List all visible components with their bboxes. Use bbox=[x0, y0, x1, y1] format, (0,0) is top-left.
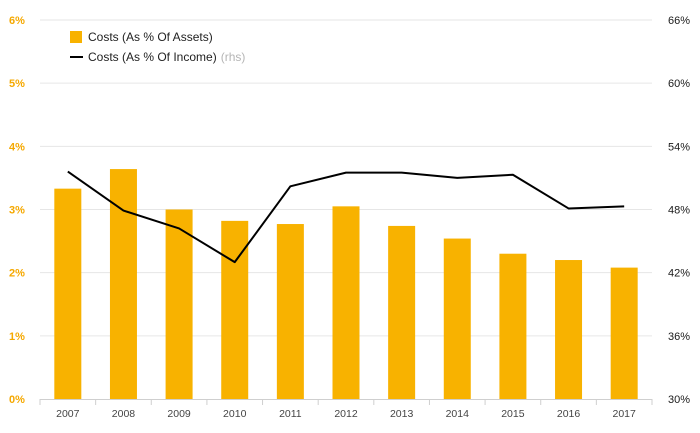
legend-item-line: Costs (As % Of Income) (rhs) bbox=[70, 47, 245, 67]
x-tick-label: 2010 bbox=[223, 408, 247, 420]
y-axis-left: 0% 1% 2% 3% 4% 5% 6% bbox=[9, 15, 25, 406]
y-left-tick-label: 0% bbox=[9, 394, 25, 406]
x-tick-label: 2013 bbox=[390, 408, 414, 420]
y-right-tick-label: 30% bbox=[668, 394, 690, 406]
y-axis-right: 30% 36% 42% 48% 54% 60% 66% bbox=[668, 15, 690, 406]
y-right-tick-label: 66% bbox=[668, 15, 690, 27]
bar bbox=[388, 225, 416, 399]
legend-swatch-line bbox=[70, 56, 83, 58]
line-series bbox=[67, 170, 625, 264]
x-tick-label: 2011 bbox=[279, 408, 302, 420]
y-left-tick-label: 2% bbox=[9, 268, 25, 280]
bar bbox=[555, 260, 583, 399]
series-line bbox=[67, 170, 625, 264]
x-tick-label: 2014 bbox=[446, 408, 470, 420]
y-right-tick-label: 42% bbox=[668, 268, 690, 280]
legend-swatch-bar bbox=[70, 31, 82, 43]
bar bbox=[276, 224, 304, 399]
x-tick-label: 2017 bbox=[613, 408, 637, 420]
bar bbox=[332, 206, 360, 399]
y-left-tick-label: 4% bbox=[9, 141, 25, 153]
bar bbox=[54, 188, 82, 399]
legend-label-bars: Costs (As % Of Assets) bbox=[88, 30, 213, 44]
y-left-tick-label: 6% bbox=[9, 15, 25, 27]
x-tick-label: 2008 bbox=[112, 408, 136, 420]
legend-rhs-note: (rhs) bbox=[220, 50, 246, 64]
y-right-tick-label: 36% bbox=[668, 331, 690, 343]
bar bbox=[499, 253, 527, 399]
y-right-tick-label: 60% bbox=[668, 78, 690, 90]
x-axis: 2007 2008 2009 2010 2011 2012 2013 2014 2015 2016… bbox=[39, 399, 653, 420]
legend-label-line: Costs (As % Of Income) bbox=[88, 50, 217, 64]
legend: Costs (As % Of Assets) Costs (As % Of In… bbox=[70, 27, 245, 67]
y-left-tick-label: 5% bbox=[9, 78, 25, 90]
bar bbox=[165, 209, 193, 399]
x-tick-label: 2012 bbox=[334, 408, 358, 420]
x-tick-label: 2016 bbox=[557, 408, 581, 420]
y-right-tick-label: 48% bbox=[668, 205, 690, 217]
bar-series bbox=[54, 169, 638, 399]
y-right-tick-label: 54% bbox=[668, 141, 690, 153]
bar bbox=[109, 169, 137, 399]
x-tick-label: 2009 bbox=[167, 408, 191, 420]
y-left-tick-label: 1% bbox=[9, 331, 25, 343]
legend-item-bars: Costs (As % Of Assets) bbox=[70, 27, 245, 47]
bar bbox=[443, 238, 471, 399]
y-left-tick-label: 3% bbox=[9, 205, 25, 217]
bar bbox=[610, 267, 638, 399]
x-tick-label: 2007 bbox=[56, 408, 80, 420]
x-tick-label: 2015 bbox=[501, 408, 525, 420]
